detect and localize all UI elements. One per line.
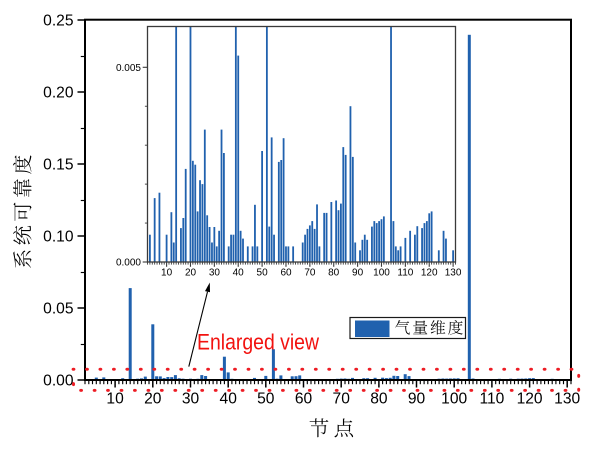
svg-text:80: 80 <box>370 391 388 408</box>
svg-text:0.00: 0.00 <box>43 372 74 389</box>
svg-text:70: 70 <box>333 391 351 408</box>
svg-text:110: 110 <box>479 391 504 408</box>
svg-text:50: 50 <box>257 391 275 408</box>
svg-text:20: 20 <box>144 391 162 408</box>
svg-text:10: 10 <box>161 268 173 279</box>
svg-text:30: 30 <box>182 391 200 408</box>
svg-text:120: 120 <box>421 268 438 279</box>
svg-text:90: 90 <box>352 268 364 279</box>
svg-text:30: 30 <box>209 268 221 279</box>
svg-text:0.25: 0.25 <box>43 12 74 29</box>
svg-text:80: 80 <box>328 268 340 279</box>
svg-text:110: 110 <box>397 268 413 279</box>
svg-text:60: 60 <box>280 268 292 279</box>
svg-text:Enlarged view: Enlarged view <box>197 330 319 355</box>
svg-text:20: 20 <box>185 268 197 279</box>
svg-text:50: 50 <box>257 268 269 279</box>
svg-text:100: 100 <box>373 268 390 279</box>
svg-text:40: 40 <box>233 268 245 279</box>
svg-text:10: 10 <box>106 391 124 408</box>
svg-text:0.15: 0.15 <box>43 156 74 173</box>
svg-text:100: 100 <box>441 391 467 408</box>
svg-text:0.005: 0.005 <box>116 63 141 74</box>
svg-text:0.000: 0.000 <box>116 258 141 269</box>
svg-text:0.20: 0.20 <box>43 84 74 101</box>
svg-text:70: 70 <box>304 268 316 279</box>
svg-text:0.10: 0.10 <box>43 228 74 245</box>
svg-text:60: 60 <box>295 391 313 408</box>
svg-text:130: 130 <box>554 391 580 408</box>
svg-text:40: 40 <box>220 391 238 408</box>
svg-text:0.05: 0.05 <box>43 300 74 317</box>
svg-text:130: 130 <box>445 268 462 279</box>
svg-text:120: 120 <box>517 391 543 408</box>
svg-text:90: 90 <box>408 391 426 408</box>
